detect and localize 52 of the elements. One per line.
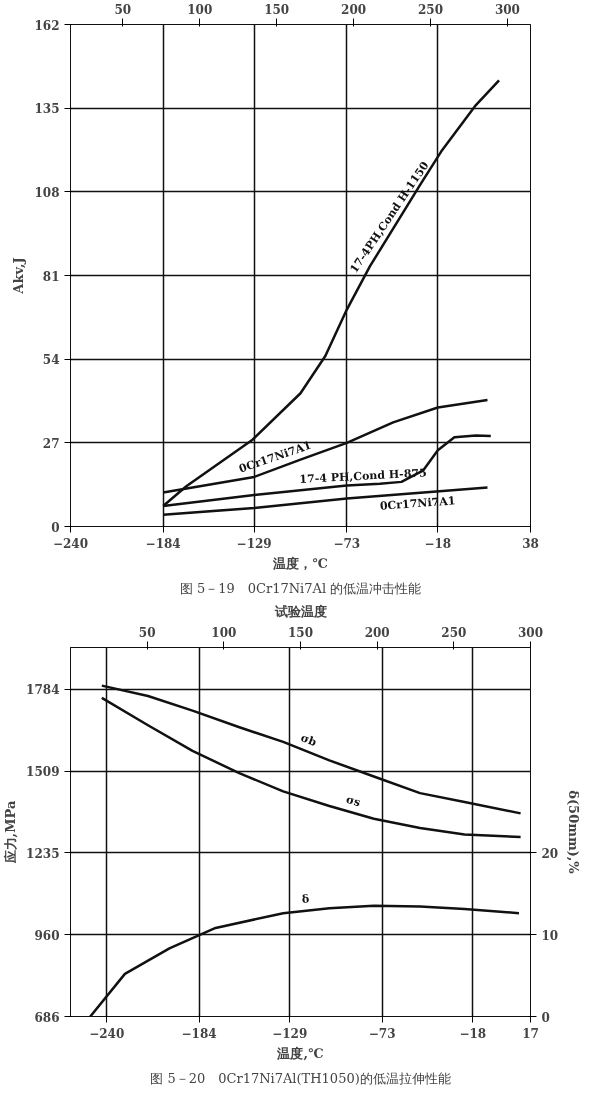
x-axis-title: 温度,℃ <box>276 1045 324 1061</box>
x-tick-label: −240 <box>52 536 89 551</box>
x-tick-label: 38 <box>522 536 539 551</box>
y2-tick-label: 10 <box>541 928 559 943</box>
y-tick-label: 0 <box>51 520 60 535</box>
x2-axis-title: 试验温度 <box>273 603 327 619</box>
series-label: 17-4 PH,Cond H-875 <box>299 466 427 486</box>
x-tick-label: −18 <box>424 536 452 551</box>
y2-axis-title: δ(50mm),% <box>566 790 582 875</box>
x-axis-title: 温度，℃ <box>272 555 328 571</box>
x2-tick-label: 250 <box>417 2 444 17</box>
x2-tick-label: 300 <box>517 625 544 640</box>
x2-tick-label: 250 <box>441 625 467 640</box>
x-tick-label: −184 <box>181 1026 217 1041</box>
x-tick-label: −240 <box>89 1026 125 1041</box>
x-tick-label: −73 <box>368 1026 396 1041</box>
text: σs <box>344 792 362 810</box>
x2-tick-label: 200 <box>341 2 367 17</box>
y-tick-label: 135 <box>34 102 60 117</box>
caption: 图 5－19 0Cr17Ni7Al 的低温冲击性能 <box>179 580 422 596</box>
y-tick-label: 686 <box>34 1010 60 1025</box>
y-tick-label: 81 <box>42 269 60 284</box>
x2-tick-label: 100 <box>211 625 237 640</box>
y2-tick-label: 20 <box>541 846 559 861</box>
y-axis-title: Akv,J <box>11 257 27 295</box>
x2-tick-label: 150 <box>264 2 290 17</box>
x-tick-label: 17 <box>522 1026 539 1041</box>
x2-tick-label: 200 <box>364 625 390 640</box>
x-tick-label: −129 <box>236 536 272 551</box>
y-tick-label: 1509 <box>26 765 60 780</box>
y-axis-title: 应力,MPa <box>3 800 19 865</box>
x2-tick-label: 300 <box>494 2 520 17</box>
y-tick-label: 108 <box>34 185 60 200</box>
y-tick-label: 27 <box>42 436 60 451</box>
y-tick-label: 54 <box>42 353 60 368</box>
series-label: 0Cr17Ni7A1 <box>379 494 456 513</box>
x2-tick-label: 50 <box>138 625 156 640</box>
text: σb <box>298 731 319 750</box>
y-tick-label: 960 <box>34 928 60 943</box>
y-tick-label: 162 <box>34 18 60 33</box>
y2-tick-label: 0 <box>541 1010 550 1025</box>
caption: 图 5－20 0Cr17Ni7Al(TH1050)的低温拉伸性能 <box>150 1070 451 1086</box>
y-tick-label: 1784 <box>26 683 60 698</box>
text: δ <box>301 892 310 907</box>
x-tick-label: −18 <box>459 1026 487 1041</box>
x-tick-label: −184 <box>145 536 181 551</box>
x2-tick-label: 50 <box>114 2 132 17</box>
x-tick-label: −73 <box>333 536 361 551</box>
x2-tick-label: 150 <box>287 625 314 640</box>
y-tick-label: 1235 <box>26 847 60 861</box>
x2-tick-label: 100 <box>187 2 213 17</box>
x-tick-label: −129 <box>272 1026 308 1041</box>
